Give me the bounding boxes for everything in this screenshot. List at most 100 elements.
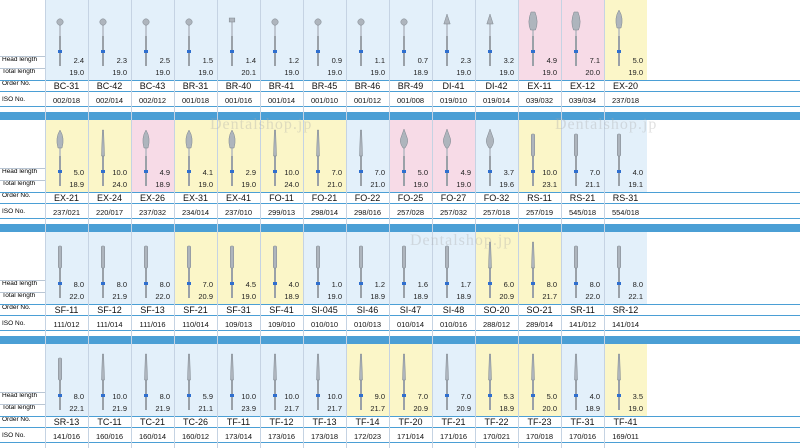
total-length-value: 18.9 — [499, 404, 514, 413]
head-length-value: 4.9 — [546, 56, 557, 65]
cell-divider — [561, 112, 562, 224]
order-number: RS-31 — [612, 193, 639, 203]
order-number: SI-46 — [356, 305, 379, 315]
cell-divider — [303, 336, 304, 448]
cell-background — [45, 0, 88, 80]
cell-background — [88, 344, 131, 416]
bur-icon — [615, 9, 623, 66]
iso-row-band — [0, 430, 800, 443]
order-number: SF-41 — [269, 305, 294, 315]
order-number: SO-21 — [526, 305, 553, 315]
cell-divider — [475, 112, 476, 224]
iso-number: 160/016 — [95, 432, 124, 441]
cell-divider — [389, 224, 390, 336]
total-length-value: 21.7 — [327, 404, 342, 413]
head-length-value: 4.9 — [460, 168, 471, 177]
bur-icon — [617, 133, 621, 186]
iso-number: 002/014 — [95, 96, 124, 105]
iso-row-band — [0, 206, 800, 219]
cell-divider — [88, 336, 89, 448]
row-label-iso: ISO No. — [2, 320, 26, 327]
total-length-value: 21.1 — [585, 180, 600, 189]
iso-number: 141/014 — [611, 320, 640, 329]
bur-cell: 5.0 19.0 FO-25 257/028 — [389, 112, 432, 224]
iso-number: 110/014 — [182, 320, 209, 329]
head-length-value: 2.3 — [460, 56, 471, 65]
bur-icon — [531, 353, 535, 410]
iso-number: 237/021 — [52, 208, 81, 217]
bur-icon — [101, 245, 105, 298]
cell-divider — [346, 112, 347, 224]
cell-background — [88, 0, 131, 80]
total-length-value: 19.0 — [628, 404, 643, 413]
bur-cell: 2.3 19.0 DI-41 019/010 — [432, 0, 475, 112]
row-label-total: Total length — [2, 404, 36, 411]
iso-number: 299/013 — [267, 208, 296, 217]
bur-cell: 1.2 19.0 BR-41 001/014 — [260, 0, 303, 112]
order-number: TF-12 — [269, 417, 294, 427]
order-number: TF-31 — [570, 417, 595, 427]
cell-background — [389, 0, 432, 80]
bur-cell: 10.0 23.1 RS-11 257/019 — [518, 112, 561, 224]
bur-cell: 10.0 24.0 EX-24 220/017 — [88, 112, 131, 224]
bur-icon — [187, 245, 191, 298]
bur-icon — [56, 18, 64, 66]
row-label-order: Order No. — [2, 80, 31, 87]
section-divider — [0, 224, 800, 232]
head-length-value: 8.0 — [159, 280, 170, 289]
bur-cell: 8.0 22.1 SR-13 141/016 — [45, 336, 88, 448]
total-length-value: 20.9 — [413, 404, 428, 413]
total-length-value: 18.9 — [413, 292, 428, 301]
cell-background — [432, 232, 475, 304]
iso-number: 010/014 — [396, 320, 425, 329]
order-row-band — [0, 304, 800, 316]
bur-cell: 8.0 22.0 SF-13 111/016 — [131, 224, 174, 336]
total-length-value: 21.9 — [155, 404, 170, 413]
bur-icon — [273, 353, 277, 410]
order-number: TF-20 — [398, 417, 423, 427]
bur-cell: 7.0 20.9 TF-20 171/014 — [389, 336, 432, 448]
total-length-value: 21.9 — [112, 292, 127, 301]
cell-background — [432, 0, 475, 80]
bur-icon — [316, 353, 320, 410]
order-number: TF-21 — [441, 417, 466, 427]
head-length-value: 8.0 — [116, 280, 127, 289]
head-length-value: 7.0 — [460, 392, 471, 401]
cell-divider — [518, 336, 519, 448]
cell-background — [561, 232, 604, 304]
total-length-value: 21.0 — [370, 180, 385, 189]
head-length-value: 9.0 — [374, 392, 385, 401]
order-number: SF-13 — [140, 305, 165, 315]
cell-background — [561, 120, 604, 192]
total-length-value: 23.1 — [542, 180, 557, 189]
bur-icon — [101, 353, 105, 410]
head-length-value: 2.3 — [116, 56, 127, 65]
iso-number: 109/013 — [224, 320, 253, 329]
head-length-value: 10.0 — [241, 392, 256, 401]
cell-divider — [346, 224, 347, 336]
bur-icon — [488, 241, 492, 298]
bur-cell: 2.3 19.0 BC-42 002/014 — [88, 0, 131, 112]
bur-icon — [56, 129, 64, 186]
iso-number: 002/018 — [52, 96, 81, 105]
cell-divider — [88, 112, 89, 224]
bur-cell: 7.0 21.1 RS-21 545/018 — [561, 112, 604, 224]
head-length-value: 3.5 — [632, 392, 643, 401]
total-length-value: 22.0 — [69, 292, 84, 301]
cell-background — [303, 232, 346, 304]
order-number: BR-49 — [397, 81, 424, 91]
total-length-value: 22.0 — [155, 292, 170, 301]
bur-icon — [488, 353, 492, 410]
row-label-order: Order No. — [2, 192, 31, 199]
total-length-value: 19.0 — [198, 180, 213, 189]
cell-divider — [303, 112, 304, 224]
cell-divider — [174, 224, 175, 336]
cell-divider — [475, 224, 476, 336]
order-number: RS-21 — [569, 193, 596, 203]
cell-divider — [475, 0, 476, 112]
cell-background — [561, 0, 604, 80]
bur-icon — [187, 353, 191, 410]
cell-divider — [260, 112, 261, 224]
bur-cell: 8.0 21.7 SO-21 289/014 — [518, 224, 561, 336]
iso-number: 298/016 — [353, 208, 382, 217]
